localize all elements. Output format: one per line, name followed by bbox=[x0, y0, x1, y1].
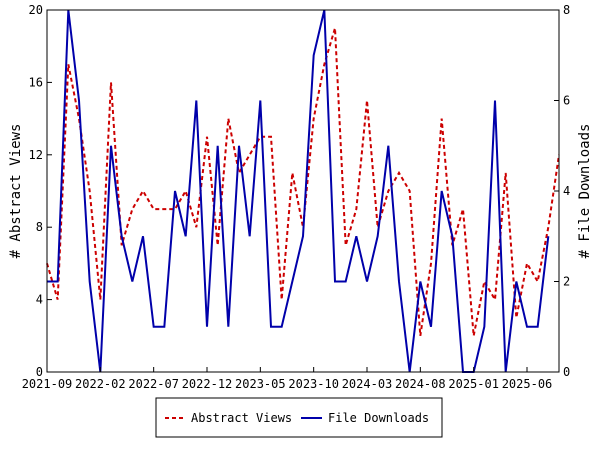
y-tick-label-left: 20 bbox=[29, 3, 43, 17]
legend-box bbox=[155, 397, 443, 438]
x-tick-label: 2023-10 bbox=[288, 377, 339, 391]
x-tick-label: 2023-05 bbox=[235, 377, 286, 391]
y-tick-label-right: 0 bbox=[563, 365, 570, 379]
x-tick-label: 2022-12 bbox=[182, 377, 233, 391]
legend-label-abstract-views: Abstract Views bbox=[191, 411, 292, 425]
y-tick-label-left: 8 bbox=[36, 220, 43, 234]
y-tick-label-right: 4 bbox=[563, 184, 570, 198]
x-tick-label: 2025-01 bbox=[448, 377, 499, 391]
y-axis-title-right: # File Downloads bbox=[577, 124, 593, 259]
axis-layer: 0 4 8 12 16 20 0 2 4 6 8 2021-09 2022-02 2022-07 2022-… bbox=[22, 3, 571, 391]
y-tick-label-right: 6 bbox=[563, 94, 570, 108]
y-tick-label-left: 4 bbox=[36, 293, 43, 307]
x-tick-label: 2022-02 bbox=[75, 377, 126, 391]
y-tick-label-left: 12 bbox=[29, 148, 43, 162]
x-tick-label: 2021-09 bbox=[22, 377, 73, 391]
x-tick-label: 2024-03 bbox=[342, 377, 393, 391]
legend-label-file-downloads: File Downloads bbox=[328, 411, 429, 425]
y-tick-label-left: 0 bbox=[36, 365, 43, 379]
x-tick-label: 2024-08 bbox=[395, 377, 446, 391]
legend: Abstract Views File Downloads bbox=[155, 397, 443, 438]
x-tick-label: 2025-06 bbox=[502, 377, 553, 391]
x-tick-label: 2022-07 bbox=[128, 377, 179, 391]
y-tick-label-right: 2 bbox=[563, 275, 570, 289]
y-tick-label-left: 16 bbox=[29, 75, 43, 89]
y-tick-label-right: 8 bbox=[563, 3, 570, 17]
y-axis-title-left: # Abstract Views bbox=[8, 124, 24, 259]
